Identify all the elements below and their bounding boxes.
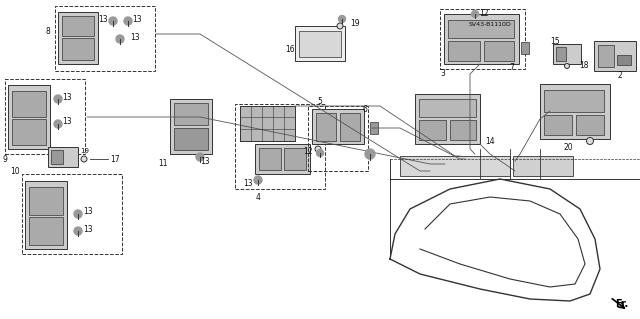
Bar (255, 144, 310, 174)
Text: 15: 15 (550, 36, 560, 46)
Text: Fr.: Fr. (615, 299, 628, 309)
Text: 12: 12 (303, 146, 313, 155)
Circle shape (81, 156, 87, 162)
Polygon shape (196, 153, 204, 161)
Bar (370, 122, 378, 134)
Text: 20: 20 (563, 143, 573, 152)
Text: 16: 16 (285, 44, 295, 54)
Bar (553, 44, 581, 64)
Text: 4: 4 (255, 192, 260, 202)
Text: 18: 18 (579, 62, 589, 70)
Polygon shape (54, 120, 62, 128)
Polygon shape (74, 227, 82, 235)
Text: 13: 13 (62, 117, 72, 127)
Bar (484, 41, 514, 61)
Bar (556, 47, 566, 61)
Bar (29, 217, 63, 245)
Polygon shape (472, 11, 479, 18)
Bar (51, 150, 63, 164)
Text: 19: 19 (350, 19, 360, 28)
Polygon shape (54, 95, 62, 103)
Text: 2: 2 (618, 70, 622, 79)
Bar (170, 99, 212, 154)
Bar (513, 156, 573, 176)
Polygon shape (365, 149, 375, 159)
Bar (544, 115, 572, 135)
Text: 8: 8 (45, 26, 51, 35)
Text: SV43-B1110D: SV43-B1110D (468, 21, 511, 26)
Circle shape (315, 146, 321, 152)
Text: 9: 9 (3, 154, 8, 164)
Bar (259, 148, 281, 170)
Polygon shape (317, 150, 323, 157)
Bar (12, 119, 46, 145)
Bar (8, 85, 50, 149)
Text: 3: 3 (440, 69, 445, 78)
Bar (340, 113, 360, 141)
Bar (12, 91, 46, 117)
Bar (598, 45, 614, 67)
Text: 13: 13 (243, 179, 253, 188)
Bar (295, 26, 345, 61)
Polygon shape (74, 210, 82, 218)
Text: 6: 6 (363, 105, 367, 114)
Bar (174, 103, 208, 125)
Bar (174, 128, 208, 150)
Text: 13: 13 (83, 225, 93, 234)
Bar (299, 31, 341, 57)
Polygon shape (254, 176, 262, 184)
Bar (312, 109, 364, 144)
Text: 7: 7 (509, 63, 515, 71)
Bar (594, 41, 636, 71)
Bar (521, 42, 529, 54)
Bar (444, 14, 519, 64)
Polygon shape (339, 16, 346, 23)
Text: 13: 13 (83, 207, 93, 217)
Text: 12: 12 (479, 9, 489, 18)
Polygon shape (116, 35, 124, 43)
Circle shape (564, 63, 570, 69)
Text: 13: 13 (130, 33, 140, 41)
Circle shape (337, 23, 343, 29)
Bar (419, 99, 476, 117)
Bar (540, 84, 610, 139)
Polygon shape (109, 17, 117, 25)
Bar (240, 106, 295, 141)
Text: 13: 13 (98, 14, 108, 24)
Text: 13: 13 (132, 14, 142, 24)
Bar (419, 120, 446, 140)
Bar (29, 187, 63, 215)
Polygon shape (124, 17, 132, 25)
Bar (25, 181, 67, 249)
Text: 19: 19 (81, 148, 90, 154)
Bar (58, 12, 98, 64)
Bar (415, 94, 480, 144)
Text: 11: 11 (158, 159, 168, 167)
Bar (400, 156, 510, 176)
Bar (448, 41, 480, 61)
Bar (617, 55, 631, 65)
Bar (450, 120, 476, 140)
Text: 17: 17 (110, 154, 120, 164)
Bar (544, 90, 604, 112)
Bar (316, 113, 336, 141)
Text: 5: 5 (317, 97, 323, 106)
Text: 13: 13 (200, 157, 210, 166)
Text: 14: 14 (485, 137, 495, 145)
Bar (48, 147, 78, 167)
Text: 10: 10 (10, 167, 20, 175)
Text: 13: 13 (62, 93, 72, 101)
Bar (62, 38, 94, 60)
Bar (62, 16, 94, 36)
Bar (576, 115, 604, 135)
Bar (448, 20, 514, 38)
Circle shape (586, 137, 593, 145)
Bar (284, 148, 306, 170)
